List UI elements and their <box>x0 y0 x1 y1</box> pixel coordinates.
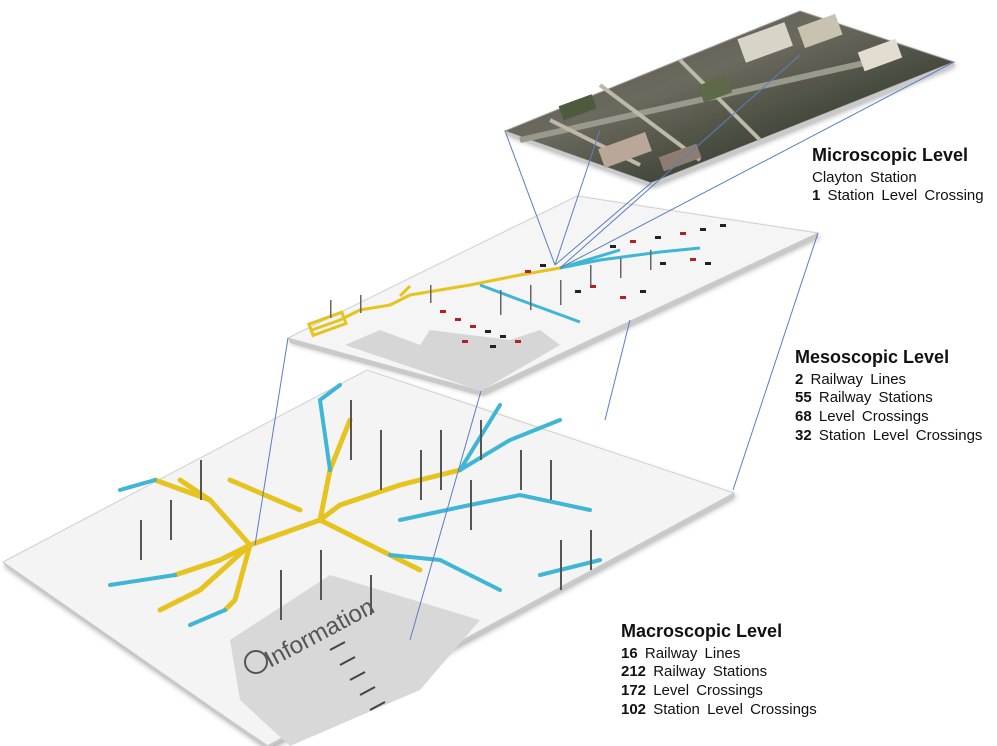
macro-line-4: 102 Station Level Crossings <box>621 701 817 720</box>
meso-cyan-lines <box>479 246 701 324</box>
macro-line-3-text: Level Crossings <box>646 682 763 699</box>
meso-line-2-number: 55 <box>795 389 812 407</box>
microscopic-level-title: Microscopic Level <box>812 145 969 165</box>
macro-station-ticks <box>140 400 592 620</box>
micro-line-2: 1 Station Level Crossing <box>812 187 984 206</box>
meso-info-panel <box>345 330 560 391</box>
macro-yellow-lines <box>152 417 463 613</box>
macro-line-3: 172 Level Crossings <box>621 682 817 701</box>
micro-line-1-text: Clayton Station <box>812 168 917 186</box>
map-info-panel <box>230 575 480 746</box>
macro-line-1-number: 16 <box>621 644 638 662</box>
meso-yellow-line <box>307 266 561 338</box>
aerial-buildings <box>558 13 903 172</box>
micro-line-1: Clayton Station <box>812 169 984 188</box>
meso-line-1-number: 2 <box>795 370 804 388</box>
microscopic-level-label: Microscopic Level Clayton Station 1 Stat… <box>812 144 984 206</box>
macroscopic-level-label: Macroscopic Level 16 Railway Lines 212 R… <box>621 620 817 720</box>
meso-line-2-text: Railway Stations <box>811 389 933 407</box>
macro-line-3-number: 172 <box>621 682 647 699</box>
meso-station-ticks <box>330 250 652 318</box>
microscopic-aerial-photo <box>503 10 956 187</box>
macro-line-4-text: Station Level Crossings <box>646 700 817 718</box>
micro-line-2-text: Station Level Crossing <box>820 187 984 205</box>
macro-line-2-text: Railway Stations <box>646 663 768 681</box>
meso-line-3-text: Level Crossings <box>811 408 929 425</box>
macroscopic-level-title: Macroscopic Level <box>621 621 783 641</box>
meso-line-2: 55 Railway Stations <box>795 389 982 408</box>
macro-line-2-number: 212 <box>621 663 647 681</box>
meso-line-1: 2 Railway Lines <box>795 371 982 390</box>
macro-line-2: 212 Railway Stations <box>621 663 817 682</box>
meso-line-4: 32 Station Level Crossings <box>795 427 982 446</box>
meso-line-3-number: 68 <box>795 408 812 425</box>
meso-line-1-text: Railway Lines <box>803 370 907 388</box>
mesoscopic-level-label: Mesoscopic Level 2 Railway Lines 55 Rail… <box>795 346 982 446</box>
meso-line-4-number: 32 <box>795 426 812 444</box>
macro-line-1-text: Railway Lines <box>637 644 741 662</box>
macro-line-4-number: 102 <box>621 700 647 718</box>
meso-station-marks <box>440 224 726 348</box>
macroscopic-map-sheet: Information <box>2 369 736 746</box>
macro-legend-ticks <box>329 641 386 711</box>
macro-line-1: 16 Railway Lines <box>621 645 817 664</box>
aerial-rail-corridor <box>519 52 901 143</box>
zoom-connector-lines <box>254 54 955 641</box>
mesoscopic-map-sheet <box>286 195 820 396</box>
micro-line-2-number: 1 <box>812 187 821 205</box>
information-logo-icon <box>244 650 268 674</box>
meso-line-4-text: Station Level Crossings <box>811 426 983 444</box>
meso-line-3: 68 Level Crossings <box>795 408 982 427</box>
mesoscopic-level-title: Mesoscopic Level <box>795 347 950 367</box>
